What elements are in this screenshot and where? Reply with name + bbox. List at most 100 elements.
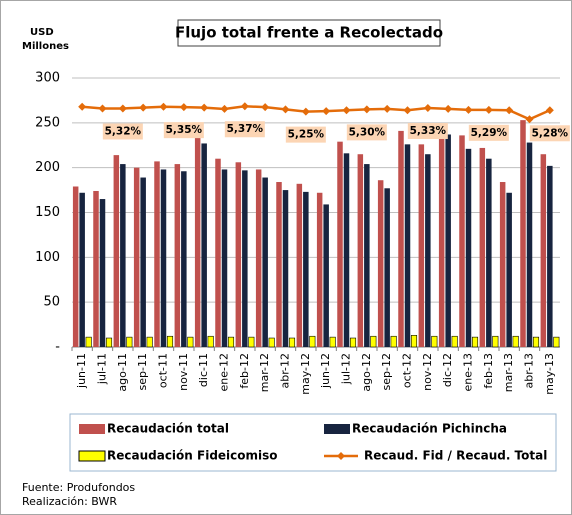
- bar: [166, 335, 174, 348]
- ratio-marker: [383, 104, 392, 113]
- x-tick-label: jul-12: [340, 353, 353, 385]
- value-label-box: [529, 125, 570, 142]
- ratio-marker: [362, 105, 371, 114]
- x-tick-label: oct-12: [401, 353, 414, 388]
- y-tick-label: 150: [35, 205, 60, 220]
- bar: [398, 130, 404, 347]
- x-tick-label: abr-12: [279, 353, 292, 389]
- ratio-marker: [301, 107, 310, 116]
- bar: [296, 183, 303, 347]
- ratio-marker: [525, 115, 534, 124]
- ratio-marker: [220, 104, 229, 113]
- bar: [404, 144, 411, 347]
- ratio-marker: [342, 106, 351, 115]
- x-tick-label: nov-12: [421, 353, 434, 391]
- bar: [438, 134, 445, 347]
- ratio-marker: [444, 104, 453, 113]
- x-tick-label: dic-12: [441, 353, 454, 387]
- ratio-marker: [261, 103, 270, 112]
- x-tick-label: mar-12: [258, 353, 271, 392]
- bar: [512, 335, 519, 348]
- bar: [201, 143, 207, 347]
- bar: [282, 190, 289, 347]
- legend-swatch: [78, 450, 106, 462]
- bar: [174, 164, 181, 347]
- x-tick-label: ago-11: [116, 353, 129, 392]
- bar: [465, 148, 472, 347]
- bar: [276, 182, 282, 347]
- legend-swatch: [337, 452, 345, 460]
- x-tick-label: oct-11: [157, 353, 170, 388]
- x-tick-label: ene-12: [218, 353, 231, 391]
- bar: [187, 336, 194, 348]
- bar: [357, 154, 364, 347]
- x-tick-label: nov-11: [177, 353, 190, 391]
- ratio-marker: [139, 103, 148, 112]
- ratio-marker: [281, 105, 290, 114]
- bar: [532, 336, 540, 348]
- bar: [262, 177, 268, 347]
- x-tick-label: ene-13: [462, 353, 475, 391]
- value-label: 5,37%: [227, 123, 264, 135]
- bar: [309, 335, 316, 348]
- x-tick-label: abr-13: [523, 353, 536, 389]
- bar: [418, 144, 425, 347]
- bar: [337, 141, 343, 347]
- y-tick-label: 300: [35, 71, 60, 86]
- bar: [329, 336, 336, 348]
- value-label-box: [163, 122, 204, 139]
- value-label-box: [346, 124, 387, 141]
- ratio-marker: [98, 104, 107, 113]
- bar: [540, 154, 547, 347]
- ratio-marker: [423, 104, 432, 113]
- bar: [120, 164, 126, 347]
- ratio-marker: [545, 106, 554, 115]
- value-label: 5,30%: [349, 126, 386, 138]
- ratio-marker: [484, 105, 493, 114]
- bar: [268, 337, 275, 348]
- chart-title: Flujo total frente a Recolectado: [175, 24, 443, 42]
- ratio-marker: [118, 104, 127, 113]
- x-tick-label: sep-12: [380, 353, 393, 390]
- bar: [323, 204, 329, 347]
- bar: [451, 335, 458, 348]
- bar: [113, 155, 120, 347]
- x-tick-label: mar-13: [502, 353, 515, 392]
- bar: [181, 171, 187, 347]
- bar: [221, 169, 228, 347]
- bar: [499, 182, 506, 347]
- legend-label: Recaudación Fideicomiso: [107, 449, 278, 463]
- bar: [207, 335, 214, 348]
- legend-swatch: [324, 424, 350, 434]
- bar: [146, 336, 153, 348]
- y-axis-label: Millones: [22, 41, 69, 52]
- x-tick-label: sep-11: [136, 353, 149, 390]
- bar: [364, 164, 370, 347]
- bar: [506, 192, 512, 347]
- bar: [255, 169, 262, 347]
- x-tick-label: may-12: [299, 353, 312, 395]
- bar: [390, 335, 397, 348]
- bar: [370, 335, 377, 348]
- bar: [105, 337, 113, 348]
- x-tick-label: jul-11: [96, 353, 109, 385]
- bar: [425, 154, 431, 347]
- ratio-marker: [179, 103, 188, 112]
- y-tick-label: 100: [35, 250, 60, 265]
- bar: [486, 158, 492, 347]
- x-tick-label: dic-11: [197, 353, 210, 387]
- value-label: 5,35%: [166, 124, 203, 136]
- x-tick-label: feb-12: [238, 353, 251, 389]
- bar: [248, 336, 255, 348]
- ratio-marker: [464, 105, 473, 114]
- bar: [235, 162, 242, 347]
- value-label-box: [407, 123, 448, 140]
- legend-label: Recaudación total: [107, 422, 229, 436]
- bar: [384, 188, 390, 347]
- bar: [133, 167, 140, 347]
- bar: [553, 336, 560, 348]
- legend-label: Recaud. Fid / Recaud. Total: [364, 449, 547, 463]
- bar: [349, 337, 357, 348]
- value-label-box: [224, 121, 265, 138]
